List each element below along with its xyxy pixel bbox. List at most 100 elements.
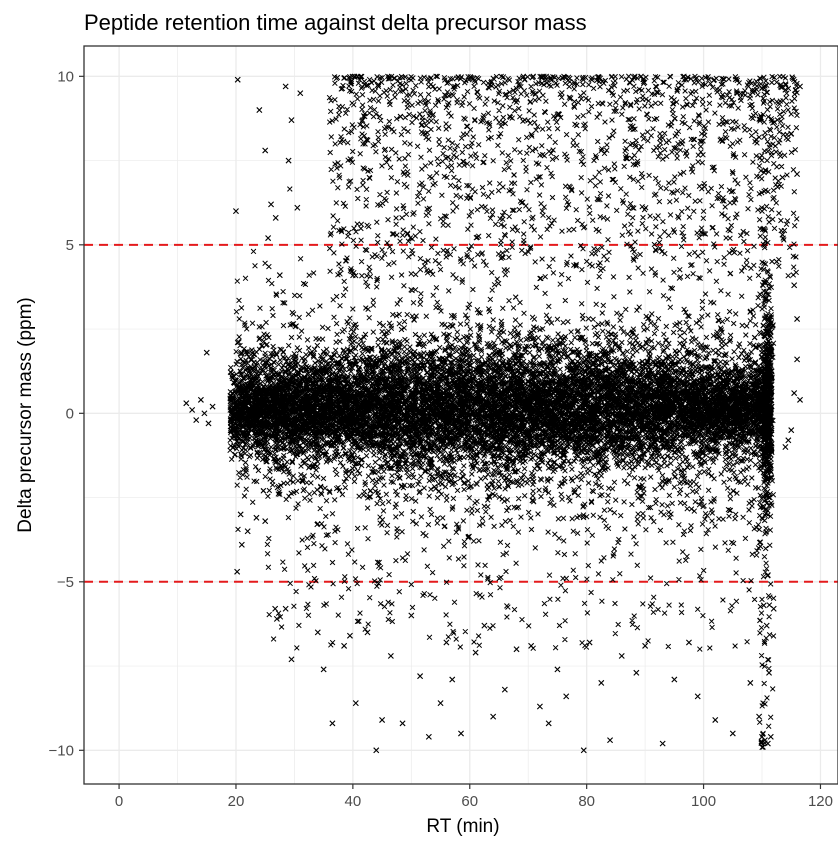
data-point <box>379 716 386 723</box>
data-point <box>253 514 260 521</box>
y-tick-label: 5 <box>66 237 74 254</box>
data-point <box>273 615 280 622</box>
data-point <box>256 107 263 114</box>
data-point <box>760 602 767 609</box>
data-point <box>763 622 770 629</box>
data-point <box>642 642 649 649</box>
data-point <box>189 406 196 413</box>
data-point <box>607 737 614 744</box>
x-tick-label: 100 <box>691 793 716 810</box>
data-point <box>437 700 444 707</box>
data-point <box>563 693 570 700</box>
data-point <box>633 669 640 676</box>
x-tick-label: 20 <box>228 793 245 810</box>
y-tick-label: −5 <box>57 574 74 591</box>
data-point <box>545 720 552 727</box>
data-point <box>285 157 292 164</box>
y-axis-title: Delta precursor mass (ppm) <box>15 297 36 532</box>
data-point <box>237 511 244 518</box>
data-point <box>458 730 464 737</box>
data-point <box>797 396 803 403</box>
data-point <box>794 356 801 363</box>
data-point <box>598 679 605 686</box>
data-point <box>209 403 216 410</box>
x-tick-label: 80 <box>578 793 595 810</box>
data-point <box>288 117 295 124</box>
data-point <box>352 700 359 707</box>
data-point <box>201 410 208 417</box>
data-point <box>399 720 406 727</box>
data-point <box>785 437 792 444</box>
dense-point-cloud <box>227 73 800 751</box>
data-point <box>234 76 241 83</box>
data-point <box>425 733 432 740</box>
data-point <box>276 272 283 279</box>
data-point <box>580 747 587 754</box>
data-point <box>346 632 353 639</box>
data-point <box>205 420 212 427</box>
data-points <box>183 73 803 754</box>
data-point <box>244 528 251 535</box>
x-tick-label: 60 <box>461 793 478 810</box>
data-point <box>183 400 190 407</box>
data-point <box>387 652 394 659</box>
x-tick-label: 40 <box>345 793 362 810</box>
data-point <box>513 646 520 653</box>
data-point <box>197 396 204 403</box>
data-point <box>618 652 625 659</box>
data-point <box>788 427 795 434</box>
data-point <box>262 518 269 525</box>
data-point <box>373 747 380 754</box>
data-point <box>791 390 798 397</box>
y-axis-ticks: −10 −5 0 5 10 <box>49 68 84 759</box>
y-tick-label: 0 <box>66 405 74 422</box>
data-point <box>756 713 763 720</box>
data-point <box>193 417 200 424</box>
data-point <box>341 642 348 649</box>
data-point <box>234 568 241 575</box>
data-point <box>659 740 666 747</box>
panel-border <box>83 45 838 785</box>
data-point <box>782 444 789 451</box>
data-point <box>262 147 269 154</box>
data-point <box>472 649 479 656</box>
data-point <box>238 541 245 548</box>
data-point <box>729 730 736 737</box>
data-point <box>272 605 279 612</box>
data-point <box>481 622 488 629</box>
data-point <box>203 349 210 356</box>
data-point <box>297 90 304 97</box>
data-point <box>268 201 275 208</box>
y-tick-label: 10 <box>57 68 74 85</box>
data-point <box>443 639 450 646</box>
data-point <box>232 208 239 215</box>
data-point <box>501 686 508 693</box>
data-point <box>320 666 327 673</box>
data-point <box>364 629 371 636</box>
data-point <box>671 676 678 683</box>
data-point <box>554 666 561 673</box>
data-point <box>586 639 593 646</box>
data-point <box>282 83 289 90</box>
data-point <box>747 679 754 686</box>
data-point <box>794 315 801 322</box>
x-axis-title: RT (min) <box>426 816 499 837</box>
data-point <box>767 733 774 740</box>
data-point <box>265 235 272 242</box>
x-tick-label: 120 <box>808 793 833 810</box>
reference-lines <box>84 243 838 583</box>
data-point <box>685 639 692 646</box>
data-point <box>288 656 295 663</box>
x-axis-ticks: 0 20 40 60 80 100 120 <box>115 784 833 810</box>
x-tick-label: 0 <box>115 793 123 810</box>
data-point <box>282 605 289 612</box>
data-point <box>408 612 415 619</box>
data-point <box>329 720 336 727</box>
data-point <box>417 673 424 680</box>
data-point <box>314 629 321 636</box>
data-point <box>272 214 279 221</box>
data-point <box>490 713 497 720</box>
data-point <box>791 282 798 289</box>
data-point <box>294 204 301 211</box>
